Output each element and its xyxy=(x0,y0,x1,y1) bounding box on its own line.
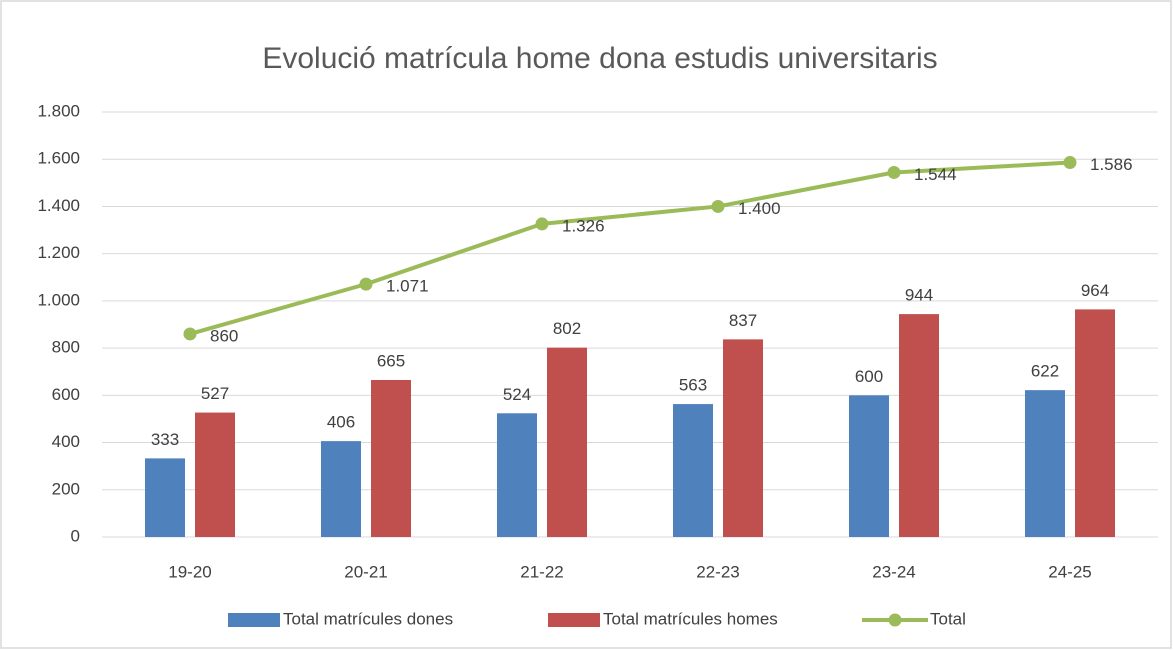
bar xyxy=(1075,309,1115,537)
bar xyxy=(145,458,185,537)
data-label: 1.586 xyxy=(1090,155,1133,174)
bar xyxy=(673,404,713,537)
y-tick-label: 0 xyxy=(71,526,80,545)
x-tick-label: 24-25 xyxy=(1048,562,1091,581)
line-marker xyxy=(711,199,725,213)
data-label: 1.326 xyxy=(562,216,605,235)
y-tick-label: 800 xyxy=(52,338,80,357)
y-tick-label: 1.800 xyxy=(37,101,80,120)
y-tick-label: 1.400 xyxy=(37,196,80,215)
data-label: 563 xyxy=(679,376,707,395)
data-label: 600 xyxy=(855,367,883,386)
x-tick-label: 19-20 xyxy=(168,562,211,581)
data-label: 837 xyxy=(729,311,757,330)
bar xyxy=(371,379,411,537)
x-tick-label: 21-22 xyxy=(520,562,563,581)
bar xyxy=(547,347,587,537)
line-marker xyxy=(535,217,549,231)
legend-swatch xyxy=(228,613,280,627)
bar xyxy=(195,412,235,537)
x-tick-label: 22-23 xyxy=(696,562,739,581)
data-label: 524 xyxy=(503,385,531,404)
legend-swatch-marker xyxy=(888,613,902,627)
line-marker xyxy=(183,327,197,341)
data-label: 622 xyxy=(1031,362,1059,381)
data-label: 1.544 xyxy=(914,165,957,184)
line-marker xyxy=(359,277,373,291)
data-label: 527 xyxy=(201,384,229,403)
bar xyxy=(1025,390,1065,537)
y-tick-label: 400 xyxy=(52,432,80,451)
x-tick-label: 20-21 xyxy=(344,562,387,581)
data-label: 964 xyxy=(1081,281,1109,300)
data-label: 944 xyxy=(905,286,933,305)
y-tick-label: 600 xyxy=(52,385,80,404)
legend-label: Total matrícules dones xyxy=(283,609,453,628)
data-label: 860 xyxy=(210,326,238,345)
line xyxy=(189,160,1071,336)
bar xyxy=(723,339,763,537)
chart-title: Evolució matrícula home dona estudis uni… xyxy=(262,42,937,75)
line-marker xyxy=(1063,156,1077,170)
data-label: 333 xyxy=(151,430,179,449)
y-tick-label: 1.200 xyxy=(37,243,80,262)
y-tick-label: 200 xyxy=(52,479,80,498)
bar xyxy=(849,395,889,537)
data-label: 665 xyxy=(377,351,405,370)
bar xyxy=(321,441,361,537)
data-label: 1.071 xyxy=(386,277,429,296)
data-label: 802 xyxy=(553,319,581,338)
bar xyxy=(899,314,939,537)
x-tick-label: 23-24 xyxy=(872,562,915,581)
line-marker xyxy=(887,165,901,179)
legend-label: Total xyxy=(930,609,966,628)
legend-label: Total matrícules homes xyxy=(603,609,778,628)
y-tick-label: 1.600 xyxy=(37,149,80,168)
data-label: 406 xyxy=(327,413,355,432)
legend-swatch xyxy=(548,613,600,627)
data-label: 1.400 xyxy=(738,199,781,218)
y-tick-label: 1.000 xyxy=(37,290,80,309)
bar xyxy=(497,413,537,537)
